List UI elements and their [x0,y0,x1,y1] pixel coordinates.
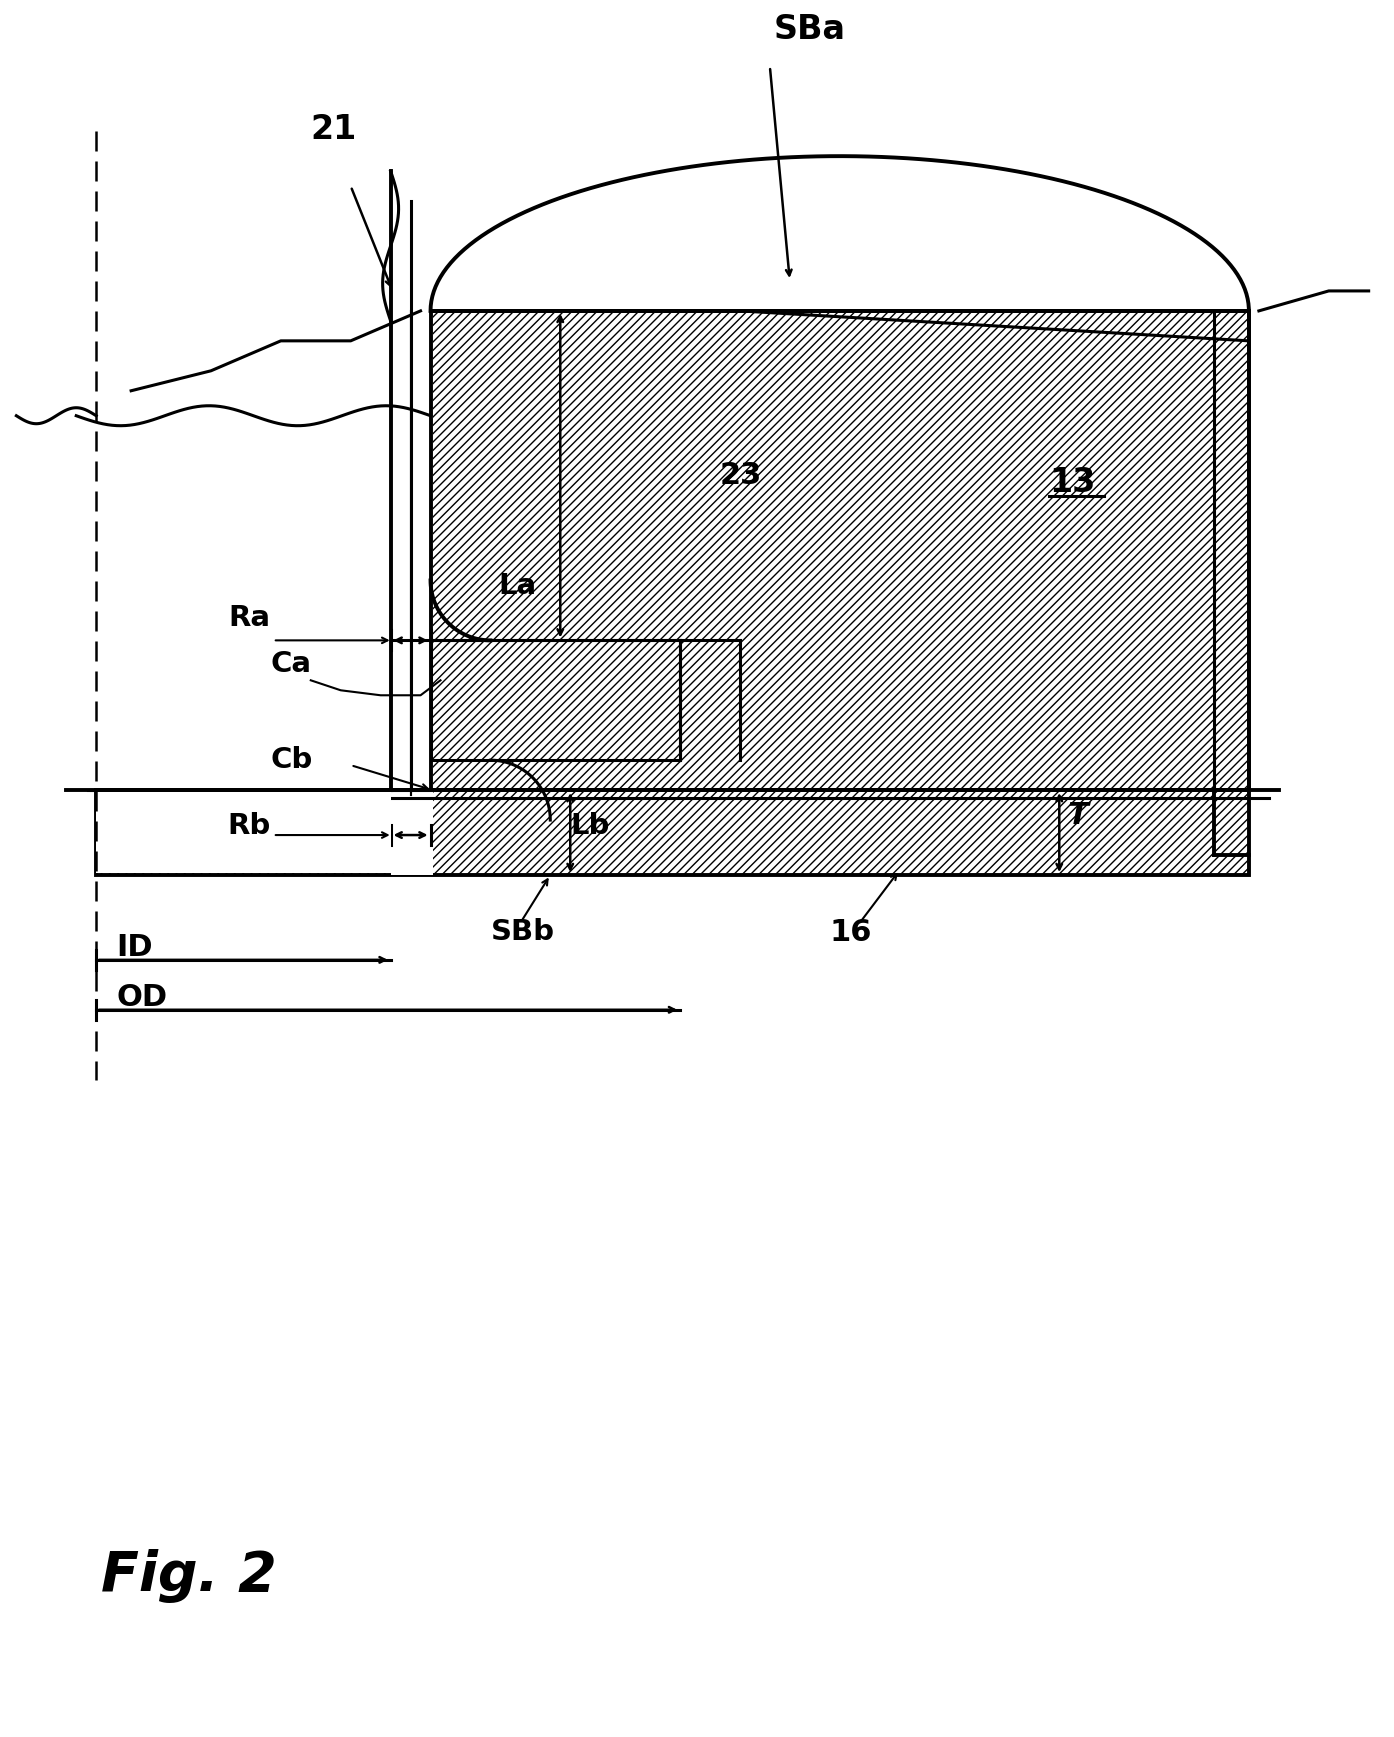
Bar [431,641,680,761]
Text: ID: ID [116,933,153,962]
Text: OD: OD [116,983,167,1013]
Text: La: La [499,573,537,601]
Text: Ca: Ca [270,650,312,679]
Bar [390,790,432,875]
Text: Cb: Cb [270,747,314,775]
Bar [390,311,432,790]
Bar [96,792,390,874]
Bar [96,790,1249,875]
Bar [431,311,1249,790]
Text: Ra: Ra [229,604,270,632]
Text: 16: 16 [829,917,873,947]
Text: 23: 23 [719,460,763,490]
Text: T: T [1068,801,1087,830]
Text: SBb: SBb [491,917,555,947]
Text: Rb: Rb [227,813,270,841]
Text: 21: 21 [311,113,357,146]
Text: 13: 13 [1050,466,1096,499]
Text: Lb: Lb [570,813,609,841]
Text: Fig. 2: Fig. 2 [102,1549,277,1603]
Text: SBa: SBa [774,14,846,47]
